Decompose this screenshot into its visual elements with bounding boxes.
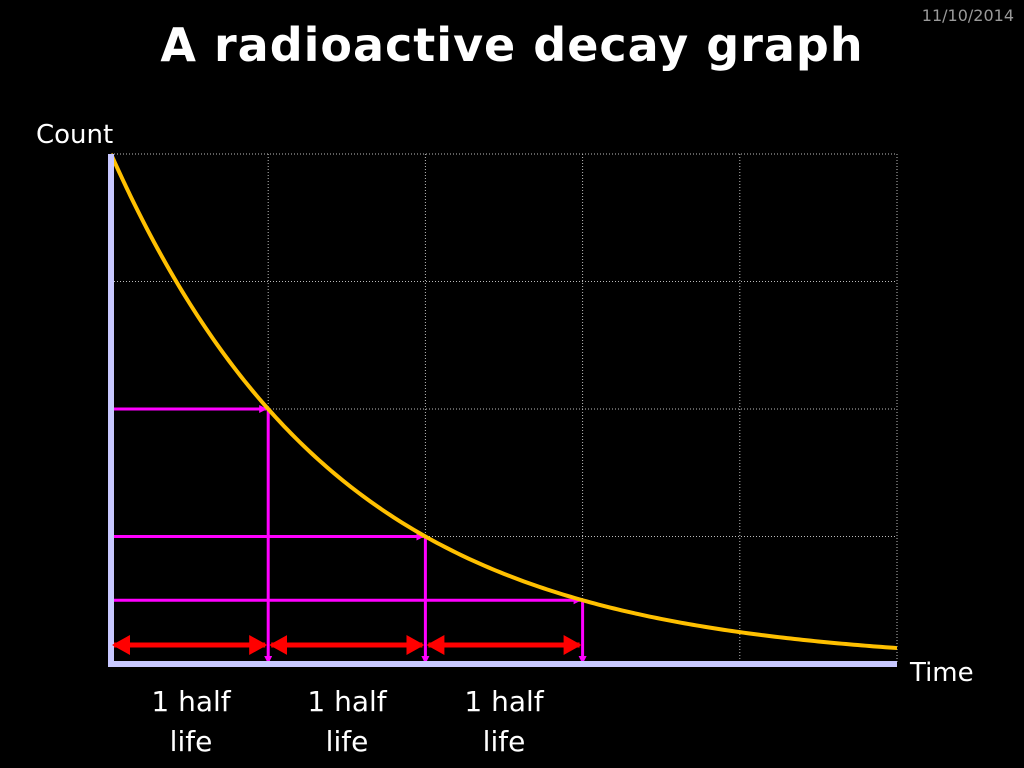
half-life-label-2: 1 half life [282,682,412,762]
half-life-label-line2: life [482,725,526,758]
half-life-label-line2: life [325,725,369,758]
half-life-label-line2: life [169,725,213,758]
half-life-label-line1: 1 half [464,685,544,718]
slide-title: A radioactive decay graph [160,18,864,72]
x-axis-label: Time [910,658,974,688]
half-life-label-1: 1 half life [126,682,256,762]
half-life-label-line1: 1 half [307,685,387,718]
half-life-label-3: 1 half life [439,682,569,762]
decay-curve [109,153,898,651]
y-axis-label: Count [36,120,114,150]
half-life-label-line1: 1 half [151,685,231,718]
slide-date: 11/10/2014 [921,6,1014,25]
